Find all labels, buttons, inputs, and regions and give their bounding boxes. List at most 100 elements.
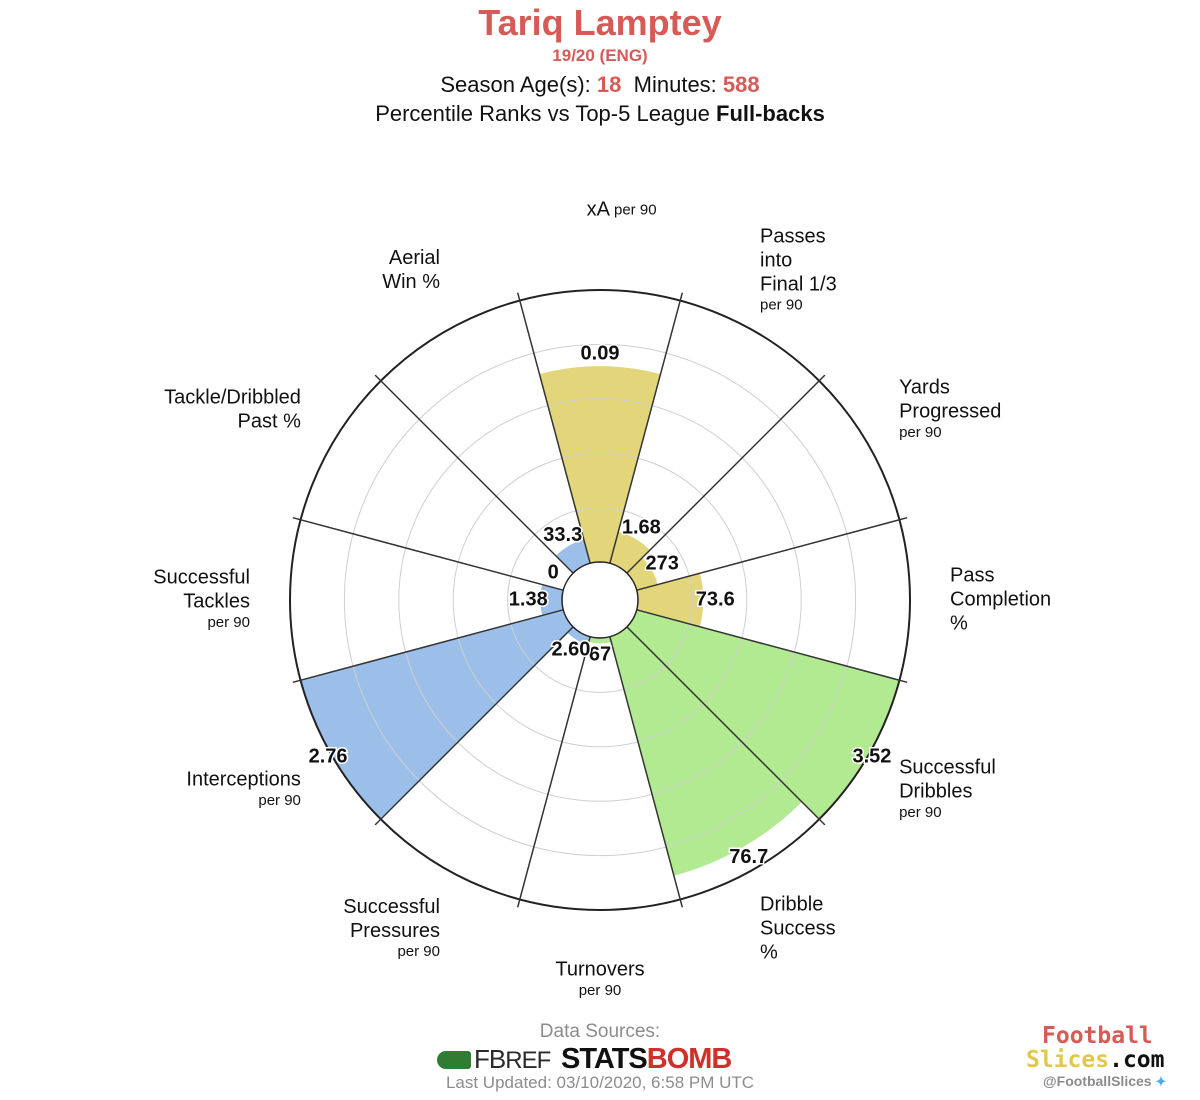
stat-label-11-line-1: Win % — [382, 271, 440, 293]
spoke-7 — [516, 636, 591, 908]
stat-label-9-line-0: Successful — [153, 567, 250, 589]
stat-label-2-unit: per 90 — [899, 424, 942, 441]
fbref-ball-icon — [437, 1051, 471, 1069]
spoke-6 — [609, 636, 684, 908]
value-label-7: 2.60 — [551, 639, 590, 661]
outer-ring — [289, 289, 911, 911]
statsbomb-stats: STATS — [561, 1043, 648, 1075]
stat-label-6-unit: per 90 — [579, 982, 622, 999]
value-label-0: 0.09 — [581, 342, 620, 364]
spoke-2 — [626, 374, 826, 574]
value-label-3: 73.6 — [696, 588, 735, 610]
stat-label-6-line-0: Turnovers — [555, 959, 644, 981]
value-label-8: 2.76 — [309, 745, 348, 767]
twitter-handle: @FootballSlices ✦ — [1043, 1073, 1166, 1090]
comparison-group: Full-backs — [716, 101, 825, 126]
stat-label-4-line-1: Dribbles — [899, 781, 972, 803]
season-label: 19/20 (ENG) — [552, 46, 648, 65]
spoke-4 — [636, 609, 908, 684]
value-label-1: 1.68 — [622, 517, 661, 539]
spokes-layer — [292, 292, 908, 908]
brand-line-2: Slices.com — [1026, 1048, 1196, 1072]
handle-text: @FootballSlices — [1043, 1073, 1152, 1089]
value-label-6: 67 — [589, 644, 611, 666]
brand-line-1: Football — [1042, 1023, 1153, 1049]
spoke-0 — [516, 292, 591, 564]
value-label-4: 3.52 — [852, 745, 891, 767]
grid-layer — [289, 289, 911, 911]
minutes-label: Minutes: — [633, 72, 717, 97]
statsbomb-bomb: BOMB — [646, 1043, 733, 1075]
stat-label-0-unit: per 90 — [614, 201, 657, 218]
bar-8 — [300, 609, 574, 820]
stat-label-7-line-0: Successful — [343, 896, 440, 918]
value-label-10: 0 — [548, 561, 559, 583]
comparison-prefix: Percentile Ranks vs Top-5 League — [375, 101, 710, 126]
grid-ring-3 — [343, 343, 857, 857]
stat-label-9-unit: per 90 — [207, 614, 250, 631]
bar-9 — [540, 584, 564, 616]
stat-label-0: xA per 90 — [587, 199, 657, 221]
stat-label-5-line-2: % — [760, 941, 778, 963]
value-label-5: 76.7 — [729, 846, 768, 868]
last-updated: Last Updated: 03/10/2020, 6:58 PM UTC — [445, 1073, 755, 1092]
spoke-3 — [636, 516, 908, 591]
age-value: 18 — [596, 72, 622, 97]
value-label-9: 1.38 — [509, 588, 548, 610]
stat-label-1-line-0: Passes — [760, 226, 826, 248]
footballslices-logo: Football Slices.com — [1026, 1024, 1196, 1072]
value-label-2: 273 — [645, 552, 678, 574]
bar-1 — [609, 531, 650, 574]
stat-label-8-line-0: Interceptions — [186, 769, 301, 791]
comparison-line: Percentile Ranks vs Top-5 League Full-ba… — [0, 101, 1200, 127]
twitter-bird-icon: ✦ — [1155, 1074, 1167, 1089]
grid-ring-0 — [507, 507, 693, 693]
bar-3 — [636, 573, 704, 627]
bar-11 — [555, 539, 591, 574]
stat-label-3-line-2: % — [950, 612, 968, 634]
spoke-5 — [626, 626, 826, 826]
minutes-value: 588 — [722, 72, 760, 97]
player-name: Tariq Lamptey — [478, 2, 722, 43]
data-sources-label: Data Sources: — [539, 1021, 661, 1042]
stat-label-11-line-0: Aerial — [389, 247, 440, 269]
bar-6 — [588, 636, 612, 644]
fbref-logo: FBREF — [437, 1044, 551, 1075]
stat-label-3-line-1: Completion — [950, 588, 1051, 610]
fbref-ref: REF — [505, 1047, 551, 1074]
stat-label-1-unit: per 90 — [760, 297, 803, 314]
stat-label-10-line-1: Past % — [238, 410, 302, 432]
stat-label-4-unit: per 90 — [899, 804, 942, 821]
stat-label-3-line-0: Pass — [950, 564, 994, 586]
bar-7 — [567, 626, 591, 645]
brand-dotcom: .com — [1109, 1047, 1165, 1073]
stat-label-5-line-1: Success — [760, 917, 836, 939]
stat-label-8-unit: per 90 — [258, 792, 301, 809]
source-logos: FBREF STATSBOMB — [437, 1043, 767, 1076]
stat-label-2-line-1: Progressed — [899, 401, 1001, 423]
center-hole — [561, 561, 639, 639]
stat-label-0-line-0: xA — [587, 199, 611, 221]
spoke-11 — [374, 374, 574, 574]
stat-label-4-line-0: Successful — [899, 757, 996, 779]
grid-ring-1 — [452, 452, 748, 748]
spoke-9 — [292, 609, 564, 684]
age-minutes-line: Season Age(s): 18 Minutes: 588 — [0, 72, 1200, 98]
stat-label-1-line-2: Final 1/3 — [760, 274, 837, 296]
value-labels-layer: 0.09 1.68 273 73.6 3.52 76.7 672.60 2.76 1.380 33… — [307, 341, 893, 869]
statsbomb-logo: STATSBOMB — [561, 1043, 733, 1076]
stat-label-7-line-1: Pressures — [350, 920, 440, 942]
stat-label-10-line-0: Tackle/Dribbled — [164, 386, 301, 408]
stat-label-1-line-1: into — [760, 250, 792, 272]
value-label-11: 33.3 — [543, 524, 582, 546]
